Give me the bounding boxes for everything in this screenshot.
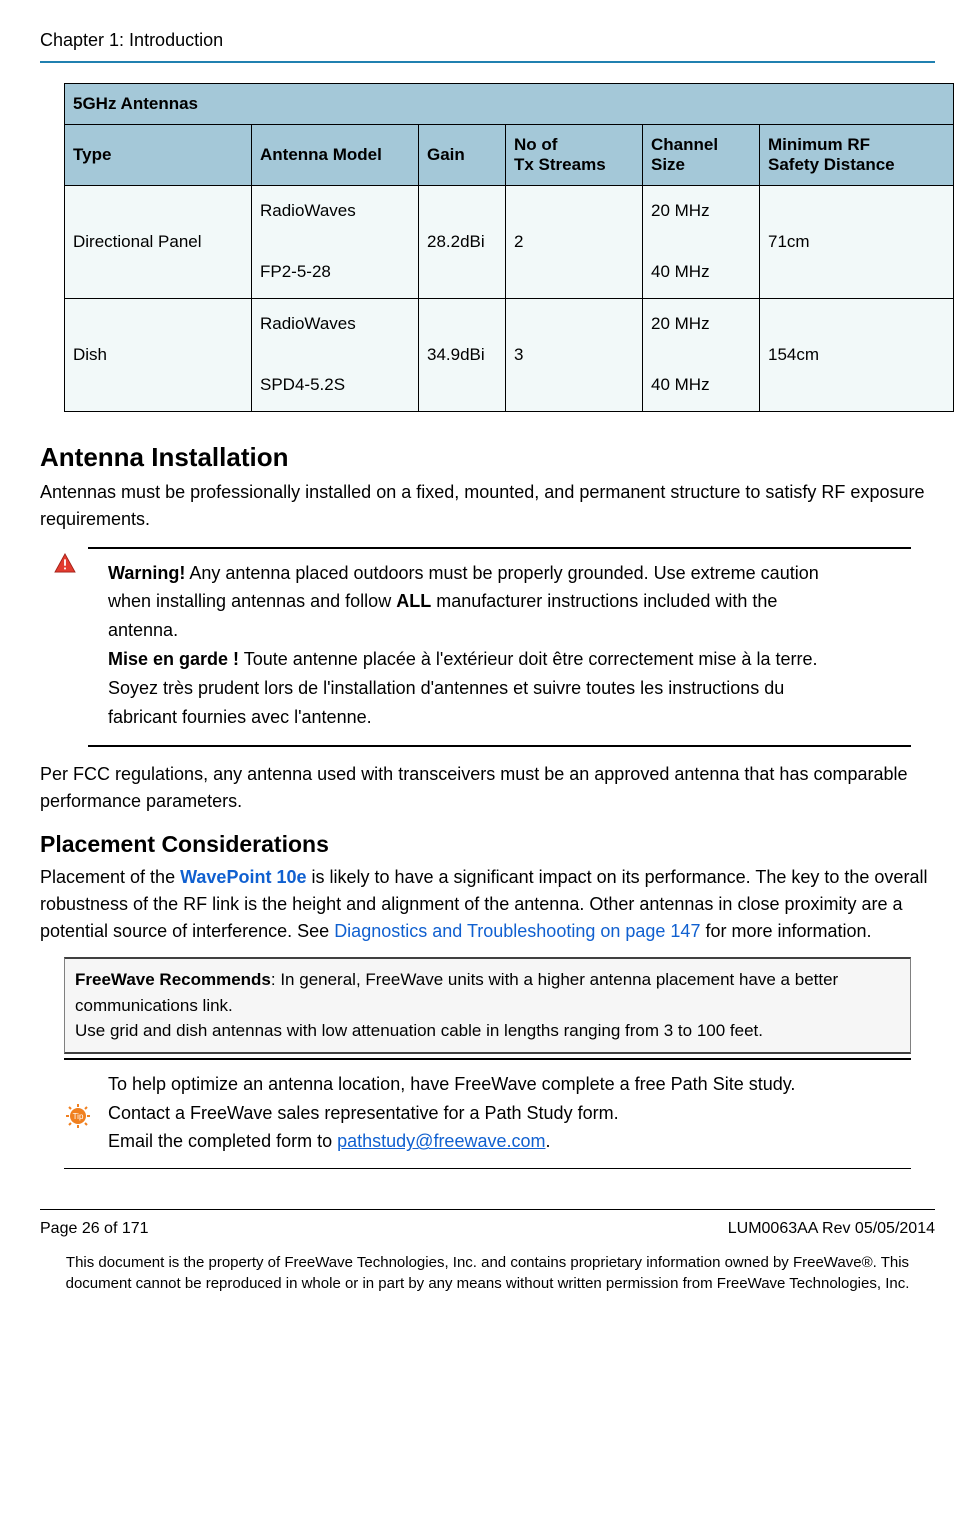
placement-paragraph: Placement of the WavePoint 10e is likely…	[40, 864, 935, 945]
cell-model-l1: RadioWaves	[260, 314, 356, 333]
cell-chsize: 20 MHz 40 MHz	[643, 186, 760, 299]
warning-bold: Warning!	[108, 563, 185, 583]
header-divider	[40, 61, 935, 63]
cell-model: RadioWaves SPD4-5.2S	[252, 298, 419, 411]
wavepoint-label: WavePoint 10e	[180, 867, 306, 887]
cell-streams: 2	[506, 186, 643, 299]
warning-text-fr: Mise en garde ! Toute antenne placée à l…	[88, 645, 851, 731]
recommend-line2: Use grid and dish antennas with low atte…	[75, 1018, 900, 1044]
table-title-row: 5GHz Antennas	[65, 84, 954, 125]
antenna-table: 5GHz Antennas Type Antenna Model Gain No…	[64, 83, 954, 412]
wavepoint-link[interactable]: WavePoint 10e	[180, 867, 306, 887]
table-title: 5GHz Antennas	[65, 84, 954, 125]
tip-icon: Tip	[66, 1104, 90, 1128]
placement-pre: Placement of the	[40, 867, 180, 887]
tip-l3-pre: Email the completed form to	[108, 1131, 337, 1151]
cell-ch-l1: 20 MHz	[651, 314, 710, 333]
fcc-paragraph: Per FCC regulations, any antenna used wi…	[40, 761, 935, 815]
section-install-title: Antenna Installation	[40, 442, 935, 473]
recommend-line1: FreeWave Recommends: In general, FreeWav…	[75, 967, 900, 1018]
col-type: Type	[65, 125, 252, 186]
tip-line1: To help optimize an antenna location, ha…	[108, 1070, 907, 1099]
cell-model-l2: SPD4-5.2S	[260, 375, 345, 394]
cell-ch-l2: 40 MHz	[651, 375, 710, 394]
col-gain: Gain	[419, 125, 506, 186]
col-safety: Minimum RF Safety Distance	[760, 125, 954, 186]
svg-text:Tip: Tip	[73, 1112, 84, 1121]
col-safety-l1: Minimum RF	[768, 135, 870, 154]
cell-model-l2: FP2-5-28	[260, 262, 331, 281]
diagnostics-link[interactable]: Diagnostics and Troubleshooting on page …	[334, 921, 700, 941]
cell-type: Directional Panel	[65, 186, 252, 299]
cell-model: RadioWaves FP2-5-28	[252, 186, 419, 299]
footer-rev: LUM0063AA Rev 05/05/2014	[728, 1220, 935, 1238]
table-row: Dish RadioWaves SPD4-5.2S 34.9dBi 3 20 M…	[65, 298, 954, 411]
cell-model-l1: RadioWaves	[260, 201, 356, 220]
footer-note: This document is the property of FreeWav…	[40, 1252, 935, 1294]
warning-text-en: Warning! Any antenna placed outdoors mus…	[88, 559, 851, 645]
section-placement-title: Placement Considerations	[40, 831, 935, 858]
install-paragraph: Antennas must be professionally installe…	[40, 479, 935, 533]
col-model: Antenna Model	[252, 125, 419, 186]
col-streams: No of Tx Streams	[506, 125, 643, 186]
cell-gain: 34.9dBi	[419, 298, 506, 411]
tip-line2: Contact a FreeWave sales representative …	[108, 1099, 907, 1128]
warning-fr-bold: Mise en garde !	[108, 649, 239, 669]
col-safety-l2: Safety Distance	[768, 155, 895, 174]
footer-page: Page 26 of 171	[40, 1220, 149, 1238]
cell-safety: 71cm	[760, 186, 954, 299]
tip-box: Tip To help optimize an antenna location…	[64, 1058, 911, 1169]
cell-safety: 154cm	[760, 298, 954, 411]
warning-icon	[54, 553, 76, 573]
recommend-bold: FreeWave Recommends	[75, 970, 271, 989]
cell-gain: 28.2dBi	[419, 186, 506, 299]
cell-streams: 3	[506, 298, 643, 411]
table-header-row: Type Antenna Model Gain No of Tx Streams…	[65, 125, 954, 186]
cell-type: Dish	[65, 298, 252, 411]
page-footer: Page 26 of 171 LUM0063AA Rev 05/05/2014 …	[40, 1209, 935, 1294]
recommend-box: FreeWave Recommends: In general, FreeWav…	[64, 957, 911, 1054]
cell-ch-l1: 20 MHz	[651, 201, 710, 220]
col-chsize-l1: Channel	[651, 135, 718, 154]
col-streams-l1: No of	[514, 135, 557, 154]
tip-line3: Email the completed form to pathstudy@fr…	[108, 1127, 907, 1156]
warning-all: ALL	[396, 591, 431, 611]
placement-tail: for more information.	[700, 921, 871, 941]
col-streams-l2: Tx Streams	[514, 155, 606, 174]
col-chsize-l2: Size	[651, 155, 685, 174]
cell-ch-l2: 40 MHz	[651, 262, 710, 281]
page-container: Chapter 1: Introduction 5GHz Antennas Ty…	[0, 0, 975, 1538]
warning-callout: Warning! Any antenna placed outdoors mus…	[88, 547, 911, 748]
chapter-header: Chapter 1: Introduction	[40, 30, 935, 51]
footer-row: Page 26 of 171 LUM0063AA Rev 05/05/2014	[40, 1220, 935, 1238]
tip-l3-post: .	[545, 1131, 550, 1151]
col-chsize: Channel Size	[643, 125, 760, 186]
tip-email-link[interactable]: pathstudy@freewave.com	[337, 1131, 545, 1151]
table-row: Directional Panel RadioWaves FP2-5-28 28…	[65, 186, 954, 299]
cell-chsize: 20 MHz 40 MHz	[643, 298, 760, 411]
